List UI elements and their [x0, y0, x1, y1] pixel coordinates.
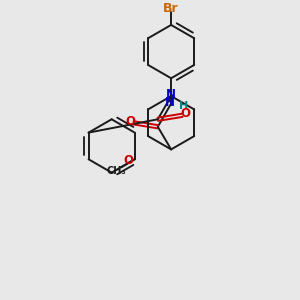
Text: H: H	[179, 101, 188, 111]
Text: Br: Br	[163, 2, 179, 15]
Text: O: O	[123, 154, 133, 167]
Text: O: O	[180, 107, 190, 120]
Text: N: N	[166, 88, 176, 101]
Text: CH₃: CH₃	[107, 166, 126, 176]
Text: N: N	[164, 96, 175, 109]
Text: O: O	[126, 115, 136, 128]
